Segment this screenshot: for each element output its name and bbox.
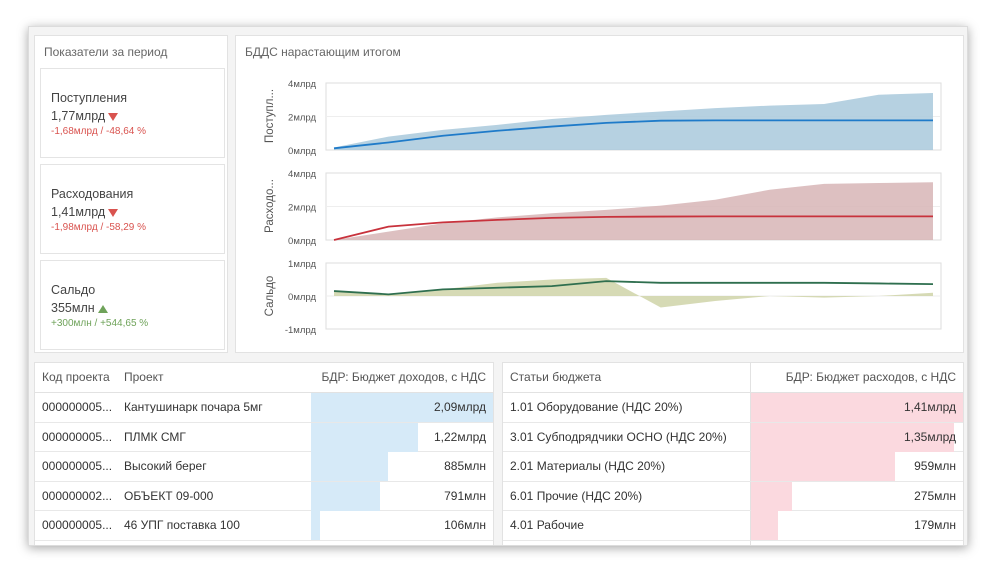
project-cell: Высокий берег	[124, 459, 207, 472]
column-header-project[interactable]: Проект	[124, 370, 164, 384]
table-row[interactable]: 000000005... 46 УПГ поставка 100 106млн	[35, 511, 493, 541]
code-cell: 000000005...	[42, 429, 113, 444]
value-bar	[751, 481, 793, 511]
y-tick-label: 1млрд	[288, 259, 316, 270]
column-divider	[750, 363, 751, 545]
value-cell: 1,41млрд	[903, 400, 956, 414]
item-cell: 6.01 Прочие (НДС 20%)	[510, 488, 643, 503]
table-row[interactable]: 000000005... Кантушинарк почара 5мг 2,09мл…	[35, 393, 493, 423]
table-row[interactable]: 6.01 Прочие (НДС 20%) 275млн	[503, 481, 963, 511]
value-bar	[751, 393, 963, 422]
value-cell: 1,22млрд	[433, 429, 486, 444]
kpi-value-row: 1,41млрд	[51, 205, 119, 219]
value-cell: 275млн	[914, 488, 956, 503]
item-cell: 2.01 Материалы (НДС 20%)	[510, 459, 666, 473]
header-divider	[503, 392, 963, 393]
table-row[interactable]: 000000002... ОБЪЕКТ 09-000 791млн	[35, 481, 493, 511]
column-header-item[interactable]: Статьи бюджета	[510, 370, 602, 384]
item-cell: 3.01 Субподрядчики ОСНО (НДС 20%)	[510, 429, 727, 444]
chart-panel: БДДС нарастающим итогом 4млрд 2млрд 0млрд П…	[235, 35, 964, 353]
kpi-name: Расходования	[51, 187, 134, 201]
value-bar	[311, 481, 381, 511]
kpi-name: Сальдо	[51, 283, 96, 297]
y-tick-label: 0млрд	[288, 146, 316, 157]
header-divider	[35, 392, 493, 393]
table-row[interactable]: 4.01 Рабочие 179млн	[503, 511, 963, 541]
chart-1[interactable]: 4млрд 2млрд 0млрд Расходо...	[264, 169, 942, 247]
value-bar	[751, 422, 954, 452]
series-line	[333, 215, 933, 241]
kpi-card-balance[interactable]: Сальдо 355млн +300млн / +544,65 %	[40, 260, 225, 350]
y-tick-label: 2млрд	[288, 203, 316, 214]
y-tick-label: 0млрд	[288, 292, 316, 303]
kpi-card-expense[interactable]: Расходования 1,41млрд -1,98млрд / -58,29…	[40, 164, 225, 254]
y-tick-label: 4млрд	[288, 79, 316, 90]
value-bar	[311, 393, 493, 422]
project-cell: ОБЪЕКТ 09-000	[124, 488, 214, 502]
income-table: Код проекта Проект БДР: Бюджет доходов, …	[34, 362, 494, 545]
value-bar	[311, 422, 418, 452]
series-line	[333, 119, 933, 150]
y-axis-label: Поступл...	[264, 89, 276, 143]
table-row[interactable]: 1.01 Оборудование (НДС 20%) 1,41млрд	[503, 393, 963, 423]
chart-2[interactable]: 1млрд 0млрд -1млрд Сальдо	[264, 259, 942, 336]
value-bar	[751, 511, 778, 540]
kpi-value: 1,41млрд	[51, 205, 106, 219]
value-bar	[751, 452, 896, 481]
value-cell: 959млн	[914, 459, 956, 473]
kpi-delta: -1,98млрд / -58,29 %	[51, 222, 147, 233]
kpi-delta: +300млн / +544,65 %	[51, 318, 149, 329]
chart-panel-title: БДДС нарастающим итогом	[245, 45, 401, 59]
code-cell: 000000005...	[42, 518, 113, 532]
y-axis-label: Расходо...	[264, 179, 276, 233]
table-row[interactable]: 000000005... Высокий берег 885млн	[35, 452, 493, 482]
item-cell: 1.01 Оборудование (НДС 20%)	[510, 400, 683, 414]
y-tick-label: 2млрд	[288, 113, 316, 124]
value-bar	[311, 511, 321, 540]
kpi-panel-title: Показатели за период	[44, 45, 168, 59]
kpi-value: 355млн	[51, 301, 95, 315]
value-cell: 791млн	[444, 488, 486, 503]
kpi-value-row: 355млн	[51, 301, 108, 315]
down-triangle-icon	[108, 112, 119, 121]
down-triangle-icon	[108, 208, 119, 217]
table-row[interactable]: 2.01 Материалы (НДС 20%) 959млн	[503, 452, 963, 482]
column-header-code[interactable]: Код проекта	[42, 370, 110, 384]
kpi-name: Поступления	[51, 91, 127, 105]
code-cell: 000000005...	[42, 459, 113, 473]
up-triangle-icon	[97, 304, 108, 313]
project-cell: ПЛМК СМГ	[124, 429, 186, 443]
code-cell: 000000002...	[42, 488, 113, 503]
series-line	[333, 280, 934, 296]
item-cell: 4.01 Рабочие	[510, 518, 584, 532]
value-bar	[311, 452, 389, 481]
kpi-panel: Показатели за период Поступления 1,77млр…	[34, 35, 228, 353]
project-cell: 46 УПГ поставка 100	[124, 518, 240, 531]
table-row[interactable]: 3.01 Субподрядчики ОСНО (НДС 20%) 1,35млр…	[503, 422, 963, 452]
kpi-value-row: 1,77млрд	[51, 109, 119, 123]
chart-0[interactable]: 4млрд 2млрд 0млрд Поступл...	[264, 79, 942, 157]
value-cell: 1,35млрд	[903, 429, 956, 444]
column-header-income[interactable]: БДР: Бюджет доходов, с НДС	[321, 370, 486, 384]
value-cell: 179млн	[914, 518, 956, 532]
project-cell: Кантушинарк почара 5мг	[124, 400, 263, 413]
expense-table: Статьи бюджета БДР: Бюджет расходов, с Н…	[502, 362, 964, 545]
value-cell: 885млн	[444, 459, 486, 473]
series-area	[334, 277, 933, 308]
series-area	[334, 182, 933, 240]
cumulative-charts[interactable]: 4млрд 2млрд 0млрд Поступл... 4млрд 2млрд 0млрд…	[236, 36, 965, 354]
y-tick-label: 4млрд	[288, 169, 316, 180]
column-header-expense[interactable]: БДР: Бюджет расходов, с НДС	[785, 370, 956, 384]
y-axis-label: Сальдо	[264, 276, 276, 317]
y-tick-label: 0млрд	[288, 236, 316, 247]
code-cell: 000000005...	[42, 400, 113, 414]
value-cell: 106млн	[444, 518, 486, 532]
value-cell: 2,09млрд	[433, 400, 486, 414]
y-tick-label: -1млрд	[285, 325, 317, 336]
table-row[interactable]: 000000005... ПЛМК СМГ 1,22млрд	[35, 422, 493, 452]
kpi-value: 1,77млрд	[51, 109, 106, 123]
kpi-delta: -1,68млрд / -48,64 %	[51, 126, 147, 137]
dashboard-frame: Показатели за период Поступления 1,77млр…	[28, 26, 968, 546]
kpi-card-income[interactable]: Поступления 1,77млрд -1,68млрд / -48,64 …	[40, 68, 225, 158]
